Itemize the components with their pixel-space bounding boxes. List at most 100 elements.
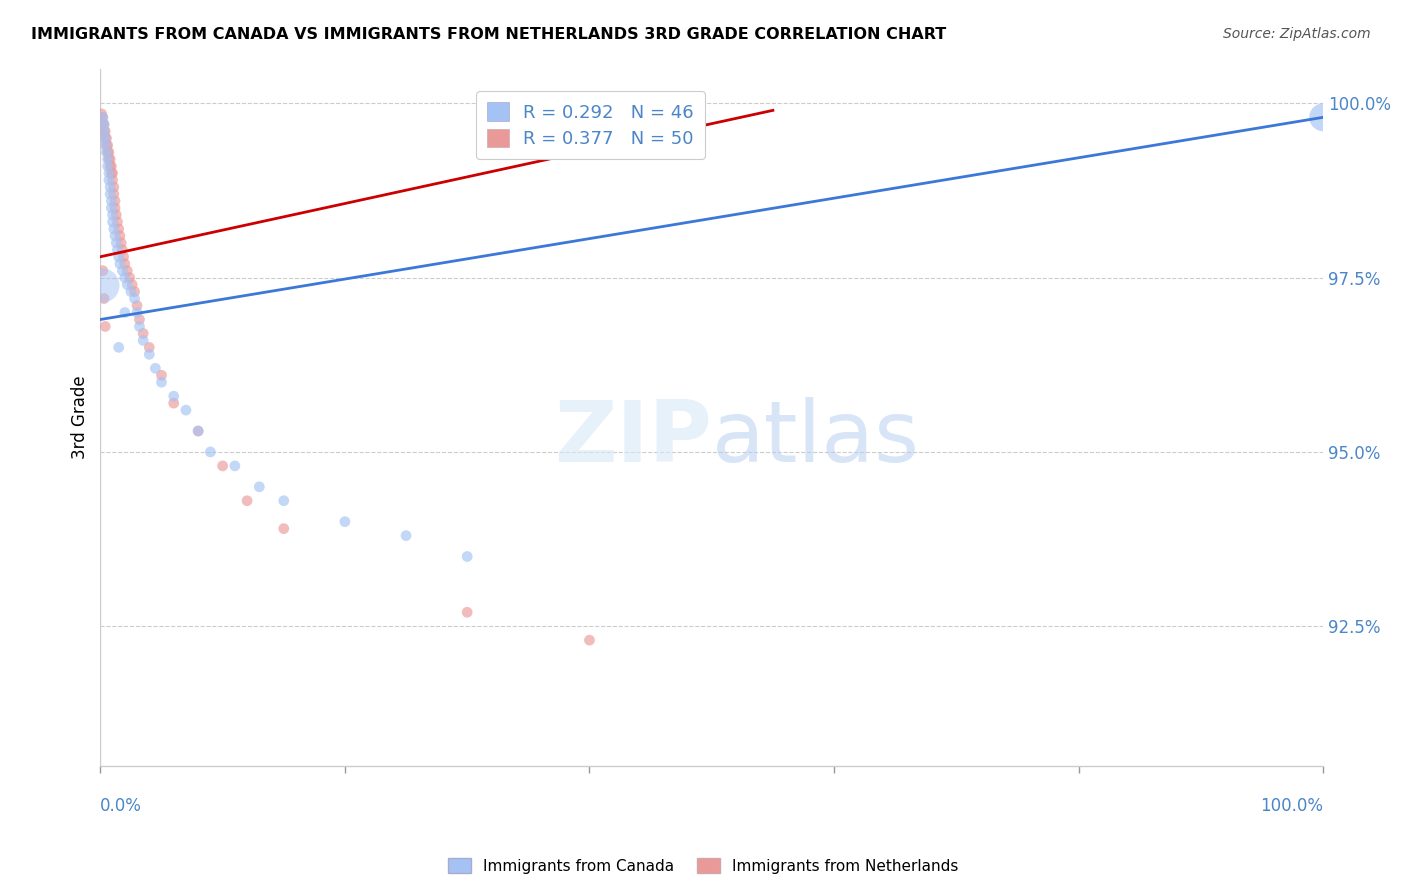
Point [98,186,121,201]
Point [125,305,148,319]
Point [98,159,121,173]
Point [174,403,197,417]
Point [103,180,125,194]
Point [112,250,135,264]
Point [101,208,124,222]
Point [96,131,118,145]
Point [107,250,129,264]
Point [98,180,121,194]
Point [90,107,112,121]
Point [150,368,173,383]
Point [101,215,124,229]
Point [124,285,146,299]
Point [395,528,418,542]
Point [97,145,120,160]
Point [236,493,259,508]
Point [124,292,146,306]
Point [94,131,117,145]
Point [94,124,117,138]
Point [120,285,142,299]
Point [97,173,120,187]
Text: Source: ZipAtlas.com: Source: ZipAtlas.com [1223,27,1371,41]
Point [111,263,134,277]
Point [111,243,134,257]
Point [110,235,132,250]
Point [163,396,186,410]
Point [96,145,118,160]
Point [93,117,115,131]
Point [105,208,128,222]
Point [145,361,167,376]
Point [107,222,129,236]
Point [132,326,155,341]
Point [105,235,128,250]
Point [108,228,131,243]
Text: ZIP: ZIP [554,397,711,480]
Point [273,493,295,508]
Point [578,633,600,648]
Point [108,257,131,271]
Text: atlas: atlas [711,397,920,480]
Point [107,340,129,354]
Point [121,277,143,292]
Point [91,263,114,277]
Point [93,124,115,138]
Point [104,201,127,215]
Point [100,166,122,180]
Point [150,376,173,390]
Text: 100.0%: 100.0% [1260,797,1323,815]
Point [273,522,295,536]
Point [114,270,136,285]
Point [93,292,115,306]
Point [247,480,270,494]
Point [91,111,114,125]
Point [456,549,478,564]
Point [187,424,209,438]
Point [333,515,356,529]
Point [1312,111,1334,125]
Text: IMMIGRANTS FROM CANADA VS IMMIGRANTS FROM NETHERLANDS 3RD GRADE CORRELATION CHAR: IMMIGRANTS FROM CANADA VS IMMIGRANTS FRO… [31,27,946,42]
Point [103,222,125,236]
Point [128,319,150,334]
Point [97,152,120,166]
Point [456,605,478,619]
Point [118,270,141,285]
Point [107,215,129,229]
Point [97,138,120,153]
Point [114,305,136,319]
Point [94,319,117,334]
Legend: R = 0.292   N = 46, R = 0.377   N = 50: R = 0.292 N = 46, R = 0.377 N = 50 [477,92,704,159]
Point [107,243,129,257]
Point [100,159,122,173]
Point [97,145,120,160]
Point [100,201,122,215]
Point [138,340,160,354]
Point [104,228,127,243]
Point [132,334,155,348]
Point [200,445,222,459]
Point [117,277,139,292]
Point [100,194,122,208]
Point [94,138,117,153]
Text: 0.0%: 0.0% [100,797,142,815]
Point [97,166,120,180]
Point [91,111,114,125]
Point [94,131,117,145]
Legend: Immigrants from Canada, Immigrants from Netherlands: Immigrants from Canada, Immigrants from … [441,852,965,880]
Point [91,117,114,131]
Point [97,159,120,173]
Point [128,312,150,326]
Point [211,458,233,473]
Y-axis label: 3rd Grade: 3rd Grade [72,376,89,458]
Point [93,117,115,131]
Point [96,138,118,153]
Point [97,152,120,166]
Point [93,124,115,138]
Point [224,458,246,473]
Point [117,263,139,277]
Point [101,173,124,187]
Point [90,277,112,292]
Point [187,424,209,438]
Point [138,347,160,361]
Point [114,257,136,271]
